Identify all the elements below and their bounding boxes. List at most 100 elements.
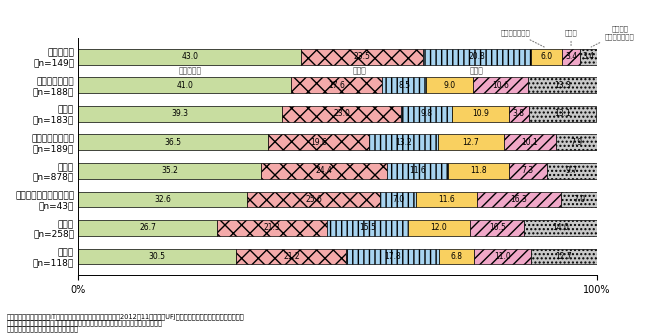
Bar <box>562 49 580 65</box>
Text: 取締役: 取締役 <box>353 67 367 76</box>
Text: 12.7: 12.7 <box>556 252 572 261</box>
Text: 課長等の管理職: 課長等の管理職 <box>500 29 545 47</box>
Bar <box>473 78 528 93</box>
Text: 部長級: 部長級 <box>470 67 484 76</box>
Text: 6.8: 6.8 <box>450 252 463 261</box>
Bar <box>267 135 369 150</box>
Bar <box>347 248 439 264</box>
Bar <box>236 248 347 264</box>
Bar <box>531 248 597 264</box>
Bar <box>524 220 597 236</box>
Bar <box>79 248 236 264</box>
Bar <box>408 220 470 236</box>
Text: 24.4: 24.4 <box>315 166 332 175</box>
Text: 35.2: 35.2 <box>161 166 178 175</box>
Text: 23.5: 23.5 <box>354 52 371 61</box>
Bar <box>470 220 524 236</box>
Bar <box>509 106 528 122</box>
Text: その他: その他 <box>565 29 578 46</box>
Text: 代表取締役: 代表取締役 <box>178 67 201 76</box>
Text: 14.0: 14.0 <box>552 223 569 232</box>
Text: 11.6: 11.6 <box>409 166 426 175</box>
Bar <box>217 220 327 236</box>
Text: 12.0: 12.0 <box>430 223 447 232</box>
Bar <box>382 78 426 93</box>
Bar <box>556 135 597 150</box>
Text: 9.8: 9.8 <box>421 109 433 118</box>
Bar <box>79 163 261 179</box>
Bar <box>247 191 380 207</box>
Bar <box>402 106 452 122</box>
Bar <box>580 49 598 65</box>
Bar <box>452 106 509 122</box>
Text: 7.3: 7.3 <box>522 166 534 175</box>
Bar <box>528 78 597 93</box>
Text: 39.3: 39.3 <box>172 109 189 118</box>
Bar <box>438 135 504 150</box>
Text: 3.4: 3.4 <box>565 52 577 61</box>
Bar <box>476 191 561 207</box>
Text: 3.8: 3.8 <box>513 109 524 118</box>
Text: 7.0: 7.0 <box>573 195 585 204</box>
Text: 6.0: 6.0 <box>541 52 553 61</box>
Bar <box>79 220 217 236</box>
Bar <box>417 191 476 207</box>
Text: 7.9: 7.9 <box>570 138 583 147</box>
Bar <box>387 163 448 179</box>
Text: ２．中小企業を集計している。: ２．中小企業を集計している。 <box>6 325 79 332</box>
Bar <box>504 135 556 150</box>
Text: 32.6: 32.6 <box>154 195 171 204</box>
Text: 17.8: 17.8 <box>384 252 401 261</box>
Bar <box>301 49 423 65</box>
Text: 11.8: 11.8 <box>470 166 487 175</box>
Bar <box>79 49 301 65</box>
Text: 26.7: 26.7 <box>139 223 156 232</box>
Text: 9.0: 9.0 <box>444 81 456 90</box>
Text: 13.3: 13.3 <box>554 81 571 90</box>
Bar <box>546 163 597 179</box>
Text: （注）　１．「その他」には、「管理職以外の従業員」、「出向や派遣社員」を含む。: （注） １．「その他」には、「管理職以外の従業員」、「出向や派遣社員」を含む。 <box>6 319 162 326</box>
Bar <box>561 191 598 207</box>
Text: 11.0: 11.0 <box>495 252 511 261</box>
Text: 12.7: 12.7 <box>462 138 479 147</box>
Text: 11.6: 11.6 <box>438 195 455 204</box>
Bar <box>79 78 291 93</box>
Bar <box>282 106 402 122</box>
Text: 21.3: 21.3 <box>263 223 280 232</box>
Bar <box>380 191 417 207</box>
Text: 13.1: 13.1 <box>554 109 571 118</box>
Text: 9.7: 9.7 <box>566 166 578 175</box>
Text: 資料：中小企業庁委託『ITの活用に関するアンケート調査』（2012年11月、三菱UFJリサーチ＆コンサルティング（株））: 資料：中小企業庁委託『ITの活用に関するアンケート調査』（2012年11月、三菱… <box>6 313 244 320</box>
Bar <box>327 220 408 236</box>
Text: 41.0: 41.0 <box>176 81 193 90</box>
Text: 10.1: 10.1 <box>521 138 538 147</box>
Bar <box>369 135 438 150</box>
Bar <box>291 78 382 93</box>
Text: 8.5: 8.5 <box>398 81 410 90</box>
Text: 36.5: 36.5 <box>164 138 182 147</box>
Text: 19.6: 19.6 <box>310 138 327 147</box>
Text: 15.5: 15.5 <box>359 223 376 232</box>
Text: 7.0: 7.0 <box>392 195 404 204</box>
Bar <box>79 106 282 122</box>
Text: 17.6: 17.6 <box>328 81 345 90</box>
Bar <box>448 163 509 179</box>
Bar <box>426 78 473 93</box>
Text: 20.8: 20.8 <box>469 52 485 61</box>
Bar <box>79 191 247 207</box>
Text: 10.5: 10.5 <box>489 223 506 232</box>
Text: 3.4: 3.4 <box>583 52 594 61</box>
Bar <box>439 248 474 264</box>
Bar <box>531 49 562 65</box>
Text: 25.6: 25.6 <box>305 195 322 204</box>
Bar <box>509 163 546 179</box>
Text: 10.9: 10.9 <box>472 109 489 118</box>
Text: 23.0: 23.0 <box>334 109 350 118</box>
Text: 43.0: 43.0 <box>181 52 199 61</box>
Bar <box>474 248 531 264</box>
Text: 16.3: 16.3 <box>511 195 528 204</box>
Bar <box>423 49 531 65</box>
Bar <box>79 135 267 150</box>
Text: 実質的な
責任者はいない: 実質的な 責任者はいない <box>591 25 635 47</box>
Bar <box>261 163 387 179</box>
